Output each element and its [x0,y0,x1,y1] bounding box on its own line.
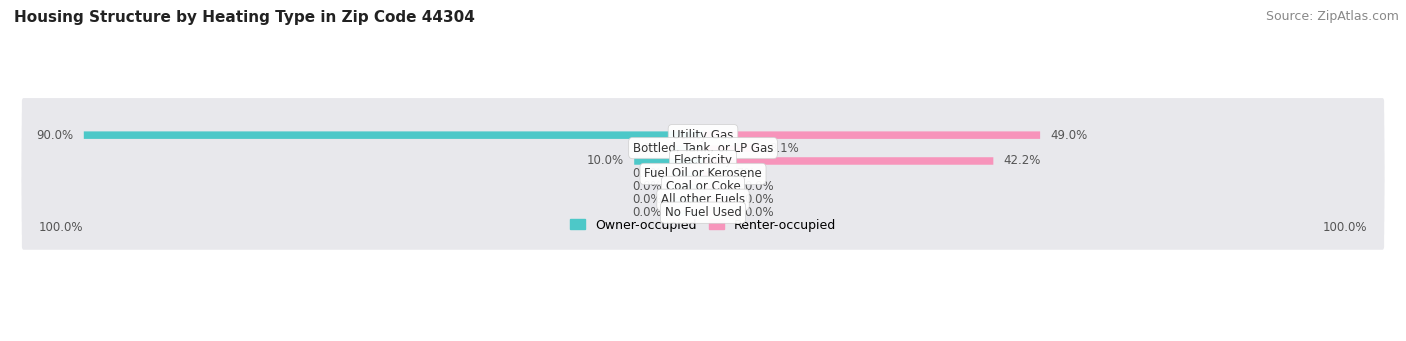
Text: Electricity: Electricity [673,154,733,167]
Text: Source: ZipAtlas.com: Source: ZipAtlas.com [1265,10,1399,23]
FancyBboxPatch shape [22,98,1384,172]
FancyBboxPatch shape [672,170,703,178]
Text: 42.2%: 42.2% [1004,154,1040,167]
FancyBboxPatch shape [22,150,1384,224]
FancyBboxPatch shape [672,183,703,191]
Text: 90.0%: 90.0% [37,129,73,142]
Text: 0.0%: 0.0% [633,180,662,193]
Text: 0.0%: 0.0% [744,180,773,193]
Legend: Owner-occupied, Renter-occupied: Owner-occupied, Renter-occupied [565,213,841,237]
Text: No Fuel Used: No Fuel Used [665,206,741,219]
FancyBboxPatch shape [703,131,1040,139]
Text: 100.0%: 100.0% [39,221,83,235]
FancyBboxPatch shape [703,144,759,152]
Text: 0.0%: 0.0% [633,142,662,154]
FancyBboxPatch shape [22,137,1384,211]
Text: 0.67%: 0.67% [718,167,755,180]
Text: 0.0%: 0.0% [744,193,773,206]
Text: Fuel Oil or Kerosene: Fuel Oil or Kerosene [644,167,762,180]
FancyBboxPatch shape [22,163,1384,237]
FancyBboxPatch shape [22,124,1384,198]
FancyBboxPatch shape [84,131,703,139]
Text: 49.0%: 49.0% [1050,129,1088,142]
FancyBboxPatch shape [672,209,703,217]
FancyBboxPatch shape [672,196,703,204]
Text: 100.0%: 100.0% [1323,221,1367,235]
Text: Housing Structure by Heating Type in Zip Code 44304: Housing Structure by Heating Type in Zip… [14,10,475,25]
FancyBboxPatch shape [703,183,734,191]
Text: 0.0%: 0.0% [633,167,662,180]
Text: Bottled, Tank, or LP Gas: Bottled, Tank, or LP Gas [633,142,773,154]
Text: 10.0%: 10.0% [586,154,624,167]
FancyBboxPatch shape [672,144,703,152]
FancyBboxPatch shape [22,111,1384,185]
FancyBboxPatch shape [703,157,993,165]
FancyBboxPatch shape [703,196,734,204]
FancyBboxPatch shape [703,170,707,178]
FancyBboxPatch shape [703,209,734,217]
Text: All other Fuels: All other Fuels [661,193,745,206]
Text: 0.0%: 0.0% [633,193,662,206]
Text: Coal or Coke: Coal or Coke [665,180,741,193]
FancyBboxPatch shape [634,157,703,165]
Text: 0.0%: 0.0% [633,206,662,219]
Text: 8.1%: 8.1% [769,142,799,154]
Text: Utility Gas: Utility Gas [672,129,734,142]
FancyBboxPatch shape [22,176,1384,250]
Text: 0.0%: 0.0% [744,206,773,219]
